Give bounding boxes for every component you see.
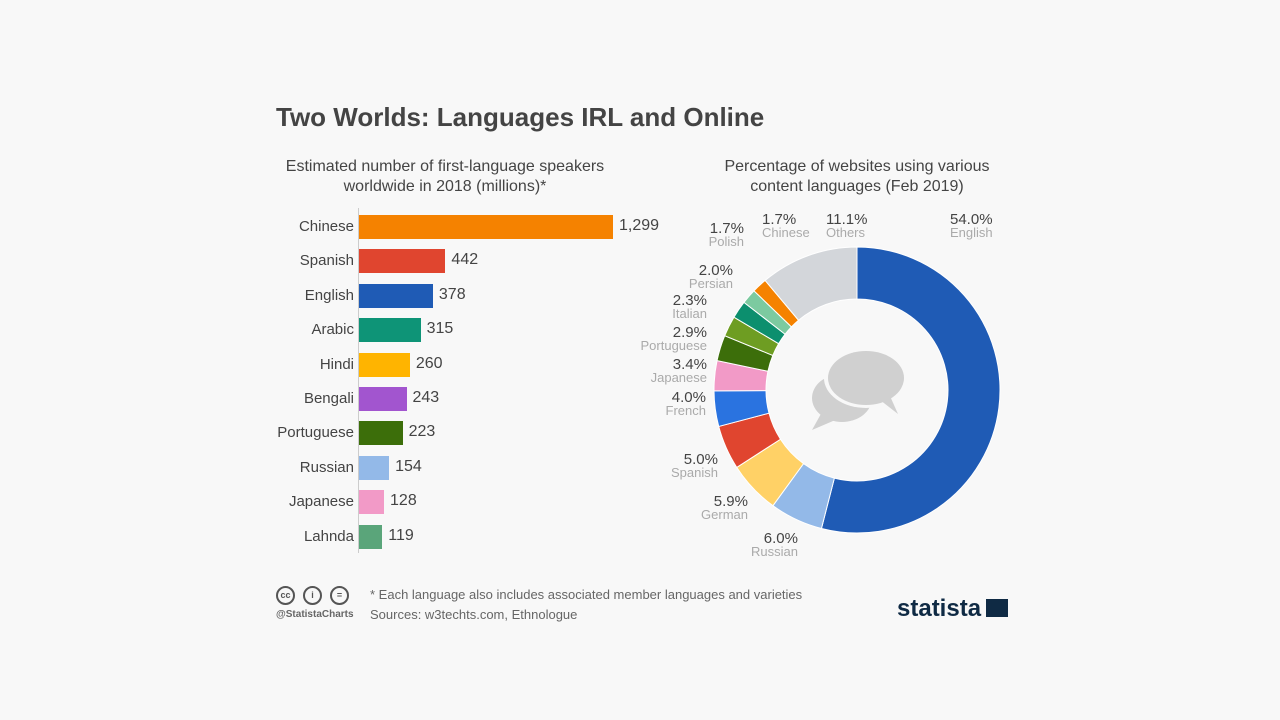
bar-value-label: 243 [412,389,440,406]
bar-label: Arabic [311,321,354,339]
bar-value-label: 260 [415,354,443,372]
donut-value-label: 5.9% [713,493,748,510]
donut-label: 2.9% Portuguese [630,324,708,353]
donut-value-label: 2.3% [672,292,707,309]
donut-label: 6.0% Russian [700,530,798,559]
donut-value-label: 2.9% [672,324,707,341]
bar [359,387,407,411]
donut-label: 1.7% Polish [650,220,744,249]
bar-value-label: 154 [395,457,422,475]
donut-label: 1.7% Chinese [762,211,810,240]
donut-category-label: Polish [708,234,744,249]
bar-label: Bengali [303,390,354,407]
bar [359,215,613,239]
bar [359,490,385,515]
donut-value-label: 6.0% [763,530,798,547]
bar-label: Hindi [319,355,354,373]
bar-value-label: 119 [388,526,414,544]
donut-slice-english [820,246,1001,534]
bar-axis [358,208,359,553]
bar [359,421,403,446]
donut-category-label: Persian [688,276,733,291]
bar [359,352,410,377]
bar-label: Spanish [299,252,354,270]
bar [359,455,390,480]
statista-logo-icon [986,599,1009,617]
donut-category-label: Portuguese [640,338,708,353]
cc-icon: cc [276,586,295,605]
donut-category-label: French [665,403,706,418]
no-derivatives-icon: = [330,586,349,605]
attribution-icon: i [303,586,322,605]
bar-label: Chinese [298,218,354,235]
bar [359,524,383,549]
bar-label: English [304,286,354,304]
donut-value-label: 54.0% [950,211,993,228]
donut-label: 11.1% Others [826,211,868,240]
bar [359,249,446,274]
handle: @StatistaCharts [276,609,354,620]
donut-label: 2.0% Persian [650,262,733,291]
donut-slice-others [764,246,858,321]
donut-category-label: English [950,225,993,240]
bar-chart-title: Estimated number of first-language speak… [285,158,605,195]
donut-category-label: Spanish [671,465,718,480]
chart-title: Two Worlds: Languages IRL and Online [276,102,765,132]
statista-logo: statista [897,595,1009,623]
donut-value-label: 3.4% [672,356,707,373]
bar-value-label: 442 [451,251,479,269]
donut-category-label: Chinese [762,225,810,240]
bar [359,283,433,308]
donut-label: 5.0% Spanish [640,451,718,480]
donut-label: 2.3% Italian [650,292,707,321]
donut-label: 5.9% German [640,493,748,522]
donut-label: 4.0% French [640,389,706,418]
bar [359,318,421,343]
bar-value-label: 378 [438,285,466,303]
donut-value-label: 1.7% [709,220,744,237]
sources: Sources: w3techts.com, Ethnologue [370,607,578,622]
bar-value-label: 128 [390,492,417,510]
bar-label: Russian [299,458,354,476]
donut-value-label: 4.0% [671,389,706,406]
bar-value-label: 315 [426,320,454,338]
donut-value-label: 2.0% [698,262,733,279]
donut-label: 3.4% Japanese [640,356,707,385]
donut-category-label: German [701,507,748,522]
donut-value-label: 11.1% [826,211,868,228]
bar-value-label: 223 [408,423,436,441]
donut-category-label: Russian [751,544,798,559]
bar-value-label: 1,299 [619,217,660,234]
donut-label: 54.0% English [950,211,993,240]
footnote: * Each language also includes associated… [370,587,803,602]
chat-bubbles-icon [812,348,908,430]
logo-text: statista [897,595,982,622]
donut-category-label: Japanese [650,370,707,385]
bar-label: Portuguese [277,424,354,442]
bar-label: Lahnda [303,527,354,545]
donut-category-label: Italian [672,306,707,321]
donut-value-label: 5.0% [683,451,718,468]
donut-value-label: 1.7% [762,211,797,228]
donut-chart-title: Percentage of websites using various con… [724,158,990,195]
donut-category-label: Others [826,225,866,240]
bar-label: Japanese [288,493,354,511]
